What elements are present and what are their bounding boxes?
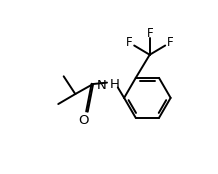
Text: F: F [167,36,173,49]
Text: F: F [126,36,133,49]
Text: N: N [97,79,106,92]
Text: F: F [146,27,153,40]
Text: O: O [78,114,88,128]
Text: H: H [110,78,120,90]
